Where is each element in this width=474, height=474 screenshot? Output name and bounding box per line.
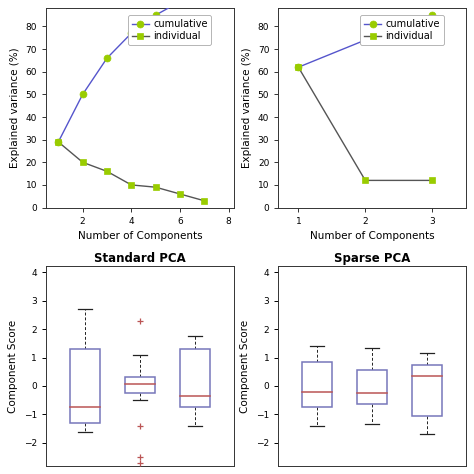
cumulative: [153, 12, 158, 18]
cumulative: [295, 64, 301, 70]
individual: [128, 182, 134, 188]
Y-axis label: Explained variance (%): Explained variance (%): [242, 48, 252, 168]
Title: Standard PCA: Standard PCA: [94, 252, 186, 265]
individual: [429, 178, 435, 183]
Bar: [357, 370, 387, 404]
Line: individual: individual: [295, 64, 436, 184]
cumulative: [128, 30, 134, 36]
cumulative: [363, 37, 368, 43]
Y-axis label: Explained variance (%): Explained variance (%): [10, 48, 20, 168]
Y-axis label: Component Score: Component Score: [9, 319, 18, 412]
Bar: [180, 349, 210, 407]
Bar: [412, 365, 442, 416]
individual: [295, 64, 301, 70]
Y-axis label: Component Score: Component Score: [240, 319, 250, 412]
Line: cumulative: cumulative: [55, 0, 208, 146]
individual: [104, 168, 110, 174]
Line: cumulative: cumulative: [295, 12, 436, 71]
cumulative: [429, 12, 435, 18]
individual: [55, 139, 61, 145]
cumulative: [55, 139, 61, 145]
individual: [363, 178, 368, 183]
individual: [177, 191, 183, 197]
X-axis label: Number of Components: Number of Components: [78, 231, 202, 241]
Bar: [70, 349, 100, 423]
Bar: [125, 377, 155, 393]
Legend: cumulative, individual: cumulative, individual: [360, 15, 444, 45]
Legend: cumulative, individual: cumulative, individual: [128, 15, 211, 45]
Line: individual: individual: [55, 138, 208, 204]
X-axis label: Number of Components: Number of Components: [310, 231, 434, 241]
Bar: [302, 362, 332, 407]
cumulative: [80, 91, 85, 97]
individual: [153, 184, 158, 190]
individual: [201, 198, 207, 204]
cumulative: [177, 0, 183, 4]
Title: Sparse PCA: Sparse PCA: [334, 252, 410, 265]
cumulative: [104, 55, 110, 61]
individual: [80, 159, 85, 165]
